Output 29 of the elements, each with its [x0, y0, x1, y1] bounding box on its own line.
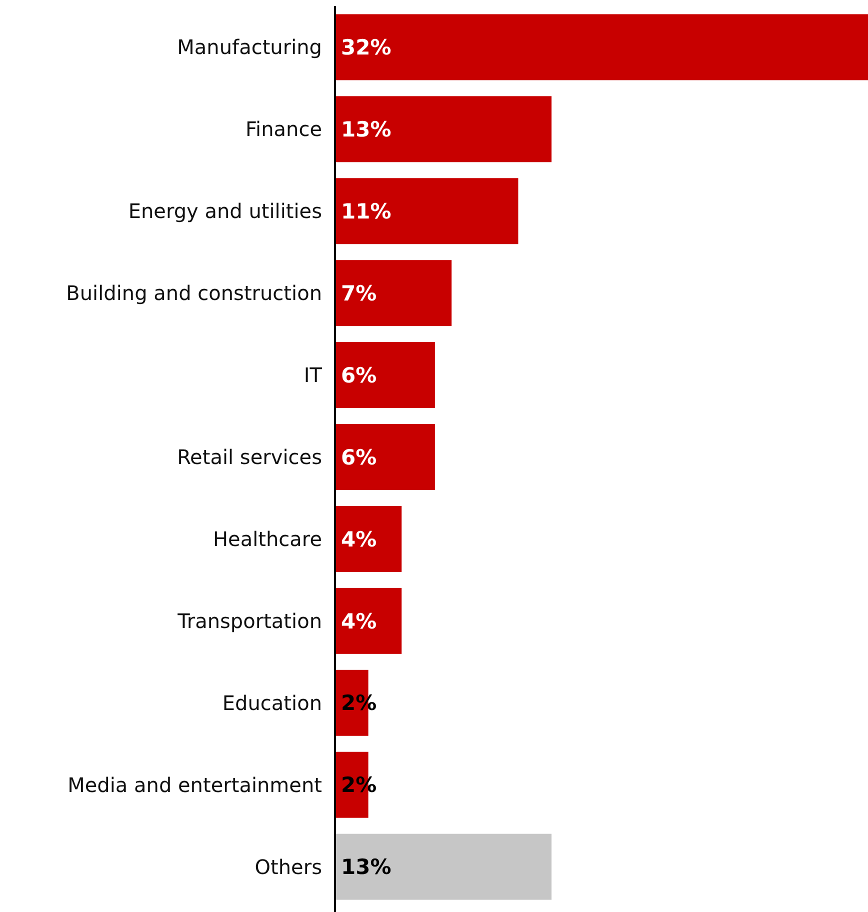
data-label: 7% — [341, 281, 377, 306]
y-tick-label: Retail services — [177, 445, 322, 469]
bar — [335, 14, 868, 80]
y-tick-label: Media and entertainment — [68, 772, 322, 797]
bar — [335, 588, 402, 654]
data-label: 4% — [341, 527, 377, 552]
y-tick-label: Building and construction — [66, 281, 322, 306]
data-label: 6% — [341, 445, 377, 470]
y-tick-label: IT — [304, 363, 323, 388]
y-tick-label: Manufacturing — [177, 35, 322, 60]
bar — [335, 178, 518, 244]
y-tick-label: Transportation — [176, 608, 322, 633]
data-label: 32% — [341, 36, 392, 60]
y-tick-label: Energy and utilities — [128, 199, 322, 224]
y-tick-label: Others — [254, 854, 322, 879]
bar — [335, 424, 435, 490]
data-label: 4% — [341, 609, 377, 634]
bar — [335, 342, 435, 408]
data-label: 13% — [341, 855, 392, 880]
y-tick-label: Education — [222, 690, 322, 715]
bar — [335, 506, 402, 572]
data-label: 11% — [341, 199, 392, 224]
y-tick-label: Finance — [245, 117, 322, 142]
bar — [335, 96, 552, 162]
data-label: 6% — [341, 363, 377, 388]
bar — [335, 260, 452, 326]
y-tick-label: Healthcare — [212, 526, 322, 551]
data-label: 13% — [341, 118, 392, 142]
bar — [335, 834, 552, 900]
